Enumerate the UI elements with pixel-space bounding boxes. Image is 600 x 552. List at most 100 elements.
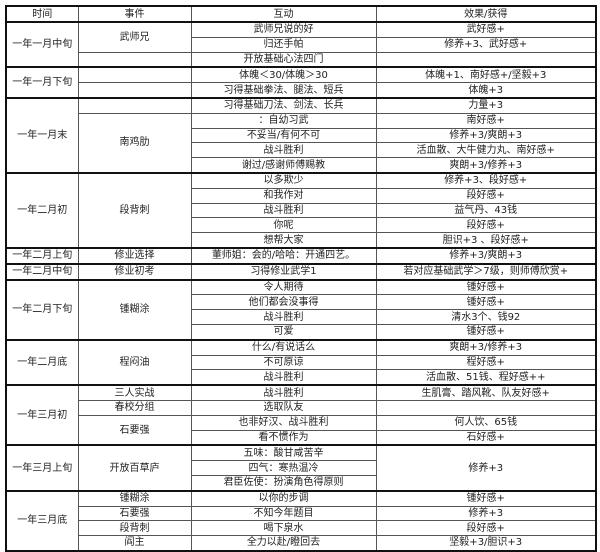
table-row: 一年一月下旬 体魄＜30/体魄＞30 体魄+1、南好感+/坚毅+3 bbox=[5, 66, 597, 99]
interaction-cell: 不知今年题目 bbox=[190, 505, 377, 522]
event-cell: 石要强 bbox=[77, 414, 192, 446]
interaction-cell: 什么/有说话么 bbox=[190, 338, 377, 356]
table-row: 一年二月中旬 修业初考 习得修业武学1 若对应基础武学＞7级，则师傅欣赏+ bbox=[5, 262, 597, 281]
effect-cell bbox=[375, 51, 597, 68]
table-row: 一年二月初 段背刺 以多欺少 修养+3、段好感+ bbox=[5, 171, 597, 249]
table-row: 开放基础心法四门 bbox=[6, 51, 597, 68]
effect-cell: 程好感+ bbox=[375, 354, 597, 371]
effect-cell: 活血散、51钱、程好感++ bbox=[375, 369, 597, 386]
time-cell: 一年二月下旬 bbox=[5, 278, 79, 341]
interaction-cell: 和我作对 bbox=[190, 187, 377, 204]
interaction-cell: 以你的步调 bbox=[190, 489, 377, 507]
table-row: 一年三月上旬 开放百草庐 五味：酸甘咸苦辛 修养+3 bbox=[5, 444, 597, 492]
header-event: 事件 bbox=[77, 5, 192, 23]
table-row: 春校分组 选取队友 bbox=[6, 399, 597, 416]
effect-cell: 胆识+3 、段好感+ bbox=[375, 232, 597, 249]
interaction-cell: 习得修业武学1 bbox=[190, 262, 377, 281]
interaction-cell: 君臣佐使：扮演角色得原则 bbox=[190, 474, 377, 492]
effect-cell: 何人饮、65钱 bbox=[375, 414, 597, 431]
event-cell: 开放百草庐 bbox=[77, 444, 192, 492]
interaction-cell: 战斗胜利 bbox=[190, 309, 377, 325]
event-cell bbox=[77, 82, 192, 99]
interaction-cell: 可爱 bbox=[190, 323, 377, 341]
effect-cell: 体魄+3 bbox=[375, 82, 597, 99]
event-cell: 武师兄 bbox=[77, 20, 192, 53]
interaction-cell: 习得基础刀法、剑法、长兵 bbox=[190, 96, 377, 114]
interaction-cell: 也非好汉、战斗胜利 bbox=[190, 414, 377, 431]
event-cell: 石要强 bbox=[77, 505, 192, 522]
effect-cell: 锺好感+ bbox=[375, 278, 597, 296]
effect-cell: 锺好感+ bbox=[375, 294, 597, 311]
event-cell bbox=[77, 96, 192, 114]
effect-cell: 修养+3/爽朗+3 bbox=[375, 246, 597, 265]
table-row: 一年二月下旬 锺糊涂 令人期待 锺好感+ bbox=[5, 278, 597, 341]
time-cell: 一年二月底 bbox=[5, 338, 79, 386]
effect-cell: 修养+3、武好感+ bbox=[375, 36, 597, 53]
interaction-cell: 你呢 bbox=[190, 217, 377, 234]
table-row: 石要强 不知今年题目 修养+3 bbox=[6, 505, 597, 522]
event-cell: 南鸡肋 bbox=[77, 112, 192, 174]
effect-cell: 武好感+ bbox=[375, 20, 597, 38]
event-cell: 段背刺 bbox=[77, 520, 192, 537]
event-cell: 修业选择 bbox=[77, 246, 192, 265]
effect-cell: 坚毅+3/胆识+3 bbox=[375, 535, 597, 552]
event-cell bbox=[77, 51, 192, 68]
header-interaction: 互动 bbox=[190, 5, 377, 23]
table-body: 一年一月中旬 武师兄 武师兄说的好 武好感+ 归还手帕 修养+3、武好感+ 开放基础心法四门… bbox=[5, 20, 597, 552]
interaction-cell: 不可原谅 bbox=[190, 354, 377, 371]
table-row: 南鸡肋 ：自幼习武 南好感+ bbox=[6, 112, 597, 174]
header-time: 时间 bbox=[5, 5, 79, 23]
event-cell: 锺糊涂 bbox=[77, 489, 192, 507]
time-cell: 一年三月初 bbox=[5, 384, 79, 446]
table-row: 一年三月初 三人实战 战斗胜利 生肌膏、踏风靴、队友好感+ bbox=[5, 384, 597, 446]
interaction-cell: 看不惯作为 bbox=[190, 429, 377, 446]
time-cell: 一年二月上旬 bbox=[5, 246, 79, 265]
time-cell: 一年一月末 bbox=[5, 96, 79, 174]
interaction-cell: 全力以赴/瞪回去 bbox=[190, 535, 377, 552]
event-cell: 段背刺 bbox=[77, 171, 192, 249]
time-cell: 一年二月初 bbox=[5, 171, 79, 249]
time-cell: 一年一月中旬 bbox=[5, 20, 79, 68]
effect-cell: 锺好感+ bbox=[375, 489, 597, 507]
interaction-cell: 想帮大家 bbox=[190, 232, 377, 249]
event-cell: 春校分组 bbox=[77, 399, 192, 416]
table-row: 石要强 也非好汉、战斗胜利 何人饮、65钱 bbox=[6, 414, 597, 446]
table-row: 不可原谅 程好感+ bbox=[6, 354, 597, 371]
effect-cell: 若对应基础武学＞7级，则师傅欣赏+ bbox=[375, 262, 597, 281]
time-cell: 一年二月中旬 bbox=[5, 262, 79, 281]
table-row: 可爱 锺好感+ bbox=[6, 323, 597, 341]
effect-cell: 段好感+ bbox=[375, 187, 597, 204]
interaction-cell: 战斗胜利 bbox=[190, 369, 377, 386]
interaction-cell: 以多欺少 bbox=[190, 171, 377, 189]
table-row: 阎主 全力以赴/瞪回去 坚毅+3/胆识+3 bbox=[6, 535, 597, 552]
effect-cell: 南好感+ bbox=[375, 112, 597, 129]
interaction-cell: ：自幼习武 bbox=[190, 112, 377, 129]
interaction-cell: 武师兄说的好 bbox=[190, 20, 377, 38]
interaction-cell: 五味：酸甘咸苦辛 bbox=[190, 444, 377, 462]
effect-cell: 益气丹、43钱 bbox=[375, 202, 597, 219]
interaction-cell: 四气：寒热温冷 bbox=[190, 460, 377, 476]
effect-cell: 段好感+ bbox=[375, 520, 597, 537]
event-cell: 修业初考 bbox=[77, 262, 192, 281]
effect-cell: 爽朗+3/修养+3 bbox=[375, 338, 597, 356]
header-effect: 效果/获得 bbox=[375, 5, 597, 23]
effect-cell bbox=[375, 399, 597, 416]
interaction-cell: 喝下泉水 bbox=[190, 520, 377, 537]
table-row: 谢过/感谢师傅赐教 爽朗+3/修养+3 bbox=[6, 157, 597, 174]
effect-cell: 修养+3、段好感+ bbox=[375, 171, 597, 189]
interaction-cell: 他们都会没事得 bbox=[190, 294, 377, 311]
effect-cell: 锺好感+ bbox=[375, 323, 597, 341]
event-table: 时间 事件 互动 效果/获得 一年一月中旬 武师兄 武师兄说的好 武好感+ 归还手帕 修养… bbox=[5, 5, 597, 552]
time-cell: 一年一月下旬 bbox=[5, 66, 79, 99]
effect-cell: 石好感+ bbox=[375, 429, 597, 446]
interaction-cell: 令人期待 bbox=[190, 278, 377, 296]
effect-cell: 体魄+1、南好感+/坚毅+3 bbox=[375, 66, 597, 84]
table-row: 一年一月末 习得基础刀法、剑法、长兵 力量+3 bbox=[5, 96, 597, 174]
table-row: 归还手帕 修养+3、武好感+ bbox=[6, 36, 597, 53]
effect-cell: 段好感+ bbox=[375, 217, 597, 234]
effect-cell: 生肌膏、踏风靴、队友好感+ bbox=[375, 384, 597, 401]
header-row: 时间 事件 互动 效果/获得 bbox=[5, 5, 597, 23]
table-row: 一年一月中旬 武师兄 武师兄说的好 武好感+ bbox=[5, 20, 597, 68]
interaction-cell: 董师姐：会的/哈哈：开通四艺。 bbox=[190, 246, 377, 265]
effect-cell: 修养+3 bbox=[375, 505, 597, 522]
